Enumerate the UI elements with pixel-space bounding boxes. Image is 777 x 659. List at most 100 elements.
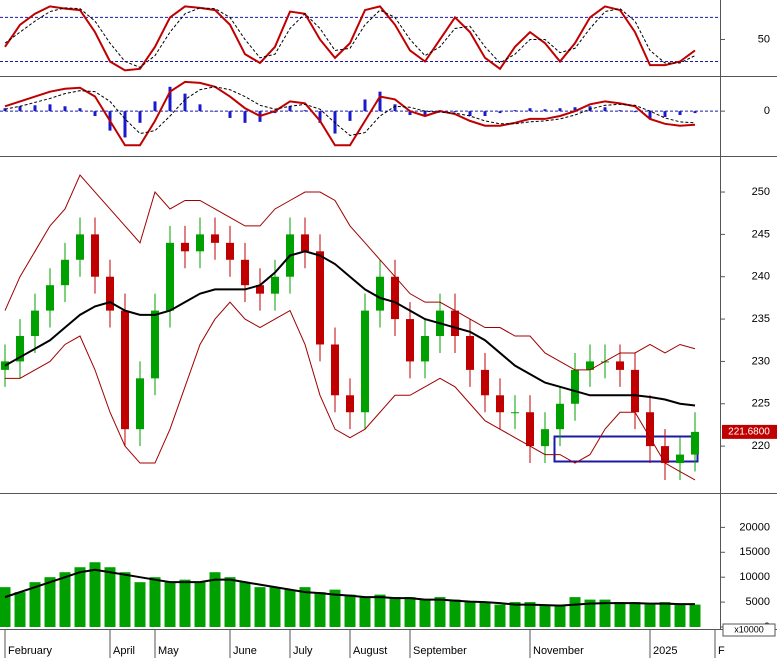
bar bbox=[633, 111, 637, 113]
bar bbox=[618, 110, 622, 112]
bar bbox=[389, 597, 401, 627]
bar bbox=[464, 602, 476, 627]
bar bbox=[243, 111, 247, 123]
series-line bbox=[4, 80, 696, 147]
candle-body bbox=[61, 259, 69, 286]
bar bbox=[74, 567, 86, 627]
bar bbox=[123, 111, 127, 138]
bar bbox=[528, 108, 532, 112]
bar bbox=[149, 577, 161, 627]
bar bbox=[543, 109, 547, 112]
bar bbox=[539, 604, 551, 627]
candle-body bbox=[616, 361, 624, 370]
candle-body bbox=[691, 431, 699, 455]
candle-body bbox=[16, 336, 24, 362]
bar bbox=[239, 582, 251, 627]
candle-body bbox=[376, 276, 384, 311]
candle-body bbox=[271, 276, 279, 294]
bar bbox=[678, 111, 682, 116]
bar bbox=[509, 602, 521, 627]
candle-body bbox=[106, 276, 114, 311]
x-tick-label: F bbox=[718, 645, 725, 657]
candle-body bbox=[481, 369, 489, 396]
bar bbox=[404, 597, 416, 627]
x-tick-label: June bbox=[233, 645, 257, 657]
bar bbox=[423, 111, 427, 117]
candle-body bbox=[136, 378, 144, 430]
last-price-marker bbox=[722, 424, 777, 439]
candle-body bbox=[91, 234, 99, 277]
y-tick-label: 240 bbox=[752, 271, 770, 283]
series-line bbox=[5, 301, 696, 481]
bar bbox=[209, 572, 221, 627]
candle-body bbox=[196, 234, 204, 252]
bar bbox=[164, 582, 176, 627]
candle-body bbox=[406, 319, 414, 362]
y-tick-label: 245 bbox=[752, 228, 770, 240]
candle-body bbox=[166, 242, 174, 311]
bar bbox=[513, 110, 517, 112]
bar bbox=[659, 602, 671, 627]
bar bbox=[644, 604, 656, 627]
y-tick-label: 235 bbox=[752, 313, 770, 325]
y-tick-label: 225 bbox=[752, 398, 770, 410]
candle-body bbox=[556, 403, 564, 430]
bar bbox=[119, 572, 131, 627]
x-tick-label: September bbox=[413, 645, 467, 657]
bar bbox=[468, 111, 472, 117]
bar bbox=[663, 111, 667, 117]
bar bbox=[213, 111, 217, 112]
bar bbox=[494, 604, 506, 627]
bar bbox=[284, 589, 296, 627]
bar bbox=[603, 107, 607, 112]
bar bbox=[228, 111, 232, 118]
candle-body bbox=[241, 259, 249, 286]
y-tick-label: 20000 bbox=[739, 521, 770, 533]
candle-body bbox=[316, 251, 324, 345]
bar bbox=[629, 602, 641, 627]
candle-body bbox=[466, 336, 474, 370]
bar bbox=[179, 579, 191, 627]
bar bbox=[374, 594, 386, 627]
bar bbox=[59, 572, 71, 627]
bar bbox=[63, 106, 67, 112]
bar bbox=[689, 604, 701, 627]
panel: 50 bbox=[0, 5, 770, 72]
bar bbox=[89, 562, 101, 627]
x-tick-label: February bbox=[8, 645, 53, 657]
y-tick-label: 0 bbox=[764, 105, 770, 117]
x-tick-label: November bbox=[533, 645, 584, 657]
candle-body bbox=[301, 234, 309, 252]
bar bbox=[29, 582, 41, 627]
bar bbox=[393, 104, 397, 112]
bar bbox=[269, 587, 281, 627]
candle-body bbox=[676, 454, 684, 464]
bar bbox=[194, 582, 206, 627]
frame bbox=[0, 0, 777, 630]
x-tick-label: May bbox=[158, 645, 179, 657]
bar bbox=[498, 111, 502, 114]
bar bbox=[14, 592, 26, 627]
bar bbox=[134, 582, 146, 627]
candle-body bbox=[181, 242, 189, 252]
bar bbox=[693, 111, 697, 114]
bar bbox=[329, 589, 341, 627]
bar bbox=[299, 587, 311, 627]
last-price-label: 221.6800 bbox=[728, 427, 770, 438]
y-tick-label: 50 bbox=[758, 33, 770, 45]
x-tick-label: August bbox=[353, 645, 387, 657]
candle-body bbox=[661, 446, 669, 464]
bar bbox=[674, 604, 686, 627]
bar bbox=[93, 111, 97, 117]
candle-body bbox=[586, 361, 594, 370]
bar bbox=[453, 111, 457, 113]
bar bbox=[18, 106, 22, 112]
y-tick-label: 15000 bbox=[739, 546, 770, 558]
bar bbox=[78, 108, 82, 112]
candle-body bbox=[511, 412, 519, 414]
bar bbox=[584, 599, 596, 627]
bar bbox=[254, 587, 266, 627]
candle-body bbox=[361, 310, 369, 413]
bar bbox=[198, 104, 202, 112]
